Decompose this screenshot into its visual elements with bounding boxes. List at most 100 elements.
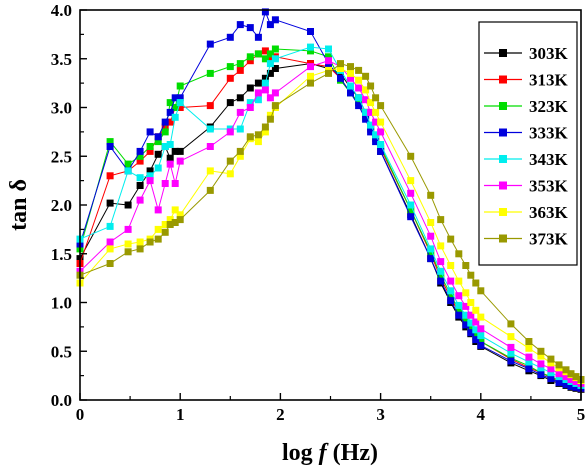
point-333K-28	[427, 255, 435, 263]
point-323K-2	[124, 160, 132, 168]
point-373K-17	[271, 102, 279, 110]
point-363K-39	[547, 359, 555, 367]
point-343K-19	[325, 45, 332, 53]
point-343K-21	[347, 82, 354, 90]
point-353K-7	[166, 160, 174, 168]
point-333K-18	[307, 28, 314, 35]
point-333K-31	[455, 311, 463, 319]
point-373K-1	[106, 260, 114, 267]
x-axis-label-unit: (Hz)	[327, 440, 378, 466]
point-333K-33	[467, 329, 475, 337]
point-373K-26	[377, 102, 385, 110]
point-343K-33	[467, 319, 475, 327]
x-tick-label-0: 0	[76, 405, 85, 424]
point-363K-16	[266, 111, 274, 119]
point-343K-1	[106, 222, 114, 230]
point-323K-29	[437, 271, 445, 279]
point-333K-25	[372, 138, 380, 146]
legend-item-313K: 313K	[484, 71, 569, 90]
point-373K-35	[477, 287, 485, 295]
point-353K-40	[555, 370, 563, 378]
point-323K-15	[261, 55, 269, 63]
point-313K-10	[206, 102, 214, 110]
point-373K-13	[246, 133, 254, 141]
point-303K-12	[236, 94, 244, 102]
point-353K-34	[472, 318, 480, 326]
point-363K-26	[377, 118, 385, 126]
point-303K-14	[254, 79, 262, 87]
legend-label-353K: 353K	[529, 177, 569, 196]
point-333K-16	[266, 21, 274, 29]
point-333K-36	[507, 357, 515, 365]
point-353K-25	[372, 118, 380, 126]
point-303K-1	[106, 199, 114, 207]
point-303K-2	[124, 201, 132, 209]
point-323K-7	[166, 99, 174, 107]
point-373K-33	[467, 271, 475, 279]
point-373K-20	[337, 60, 344, 68]
point-323K-9	[176, 82, 184, 90]
point-363K-8	[171, 206, 179, 214]
point-313K-16	[266, 55, 274, 63]
point-373K-6	[161, 228, 169, 236]
point-353K-15	[261, 86, 269, 94]
legend-items: 303K 313K 323K 333K 343K 353K 363K 373K	[484, 44, 569, 249]
point-353K-4	[146, 177, 154, 185]
point-333K-11	[226, 33, 234, 41]
point-363K-5	[154, 225, 162, 233]
point-373K-28	[427, 191, 435, 199]
point-353K-2	[124, 225, 132, 233]
point-313K-12	[236, 66, 244, 74]
point-323K-30	[447, 291, 455, 299]
point-363K-29	[437, 242, 445, 250]
x-tick-label-4: 4	[477, 405, 486, 424]
point-333K-37	[525, 365, 533, 373]
point-303K-13	[246, 84, 254, 92]
legend-marker-373K	[499, 234, 507, 243]
legend-marker-353K	[499, 181, 507, 190]
point-343K-26	[377, 141, 385, 148]
point-363K-23	[362, 86, 370, 94]
point-373K-14	[254, 131, 262, 139]
point-343K-22	[355, 94, 363, 102]
point-333K-29	[437, 277, 445, 285]
point-353K-10	[206, 143, 214, 150]
legend-label-333K: 333K	[529, 124, 569, 143]
point-363K-3	[136, 238, 144, 246]
legend-item-333K: 333K	[484, 124, 569, 143]
point-353K-27	[407, 189, 415, 197]
point-373K-12	[236, 147, 244, 155]
point-343K-2	[124, 167, 132, 175]
point-373K-19	[325, 69, 332, 77]
point-363K-38	[537, 352, 545, 360]
x-tick-label-5: 5	[577, 405, 586, 424]
point-353K-37	[525, 353, 533, 361]
point-363K-7	[166, 216, 174, 224]
point-353K-32	[462, 302, 470, 310]
point-343K-39	[547, 369, 555, 377]
legend-item-343K: 343K	[484, 150, 569, 169]
point-363K-28	[427, 219, 435, 226]
y-tick-label-2: 1.0	[51, 294, 72, 313]
y-axis-label: tan δ	[6, 179, 32, 231]
legend-marker-333K	[499, 128, 507, 137]
point-303K-3	[136, 182, 144, 189]
point-353K-16	[266, 94, 274, 102]
point-333K-14	[254, 33, 262, 41]
legend: 303K 313K 323K 333K 343K 353K 363K 373K	[478, 21, 578, 266]
y-tick-label-8: 4.0	[51, 1, 72, 20]
point-363K-14	[254, 138, 262, 146]
point-373K-38	[537, 347, 545, 355]
point-333K-6	[161, 118, 169, 126]
point-333K-20	[337, 74, 344, 82]
y-tick-label-5: 2.5	[51, 147, 72, 166]
point-373K-8	[171, 219, 179, 226]
legend-box	[478, 21, 578, 266]
point-373K-24	[367, 82, 375, 90]
point-333K-35	[477, 341, 485, 349]
point-353K-31	[455, 292, 463, 300]
point-353K-21	[347, 74, 354, 82]
point-303K-16	[266, 69, 274, 77]
point-323K-16	[266, 50, 274, 58]
point-363K-31	[455, 277, 463, 285]
